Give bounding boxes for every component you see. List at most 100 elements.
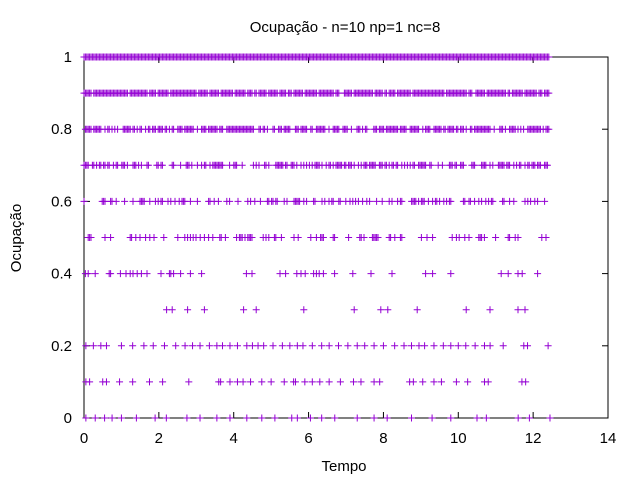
data-point — [331, 270, 339, 278]
data-point — [234, 197, 242, 205]
data-point — [239, 378, 247, 386]
data-point — [409, 378, 417, 386]
data-point — [413, 306, 421, 314]
data-band — [81, 125, 553, 133]
data-point — [209, 234, 217, 241]
data-point — [398, 234, 406, 241]
data-point — [370, 414, 378, 422]
data-point — [391, 342, 399, 350]
x-tick-label: 10 — [450, 430, 467, 447]
data-point — [243, 414, 251, 422]
data-point — [452, 378, 460, 386]
data-point — [545, 125, 553, 133]
data-point — [301, 378, 309, 386]
data-point — [160, 342, 168, 350]
data-point — [514, 234, 522, 241]
data-point — [80, 197, 88, 205]
data-point — [447, 342, 455, 350]
data-point — [86, 378, 94, 386]
data-point — [183, 414, 191, 422]
data-point — [291, 378, 299, 386]
data-point — [258, 378, 266, 386]
data-point — [398, 197, 406, 205]
data-point — [462, 306, 470, 314]
data-point — [196, 342, 204, 350]
data-point — [546, 414, 554, 422]
data-point — [331, 234, 339, 241]
axis-ticks: 0 2 4 6 8 10 12 14 0 0.2 0.4 0.6 0.8 1 — [51, 49, 616, 447]
data-band — [163, 306, 529, 314]
data-point — [534, 270, 542, 278]
y-tick-label: 0.6 — [51, 193, 72, 210]
data-point — [383, 414, 391, 422]
data-point — [271, 414, 279, 422]
data-point — [311, 197, 319, 205]
data-point — [325, 378, 333, 386]
data-point — [252, 306, 260, 314]
data-point — [198, 270, 206, 278]
data-point — [345, 234, 353, 241]
data-point — [486, 342, 494, 350]
data-point — [116, 378, 124, 386]
data-point — [384, 306, 392, 314]
data-point — [294, 234, 302, 241]
data-point — [280, 378, 288, 386]
data-point — [213, 414, 221, 422]
data-point — [143, 270, 151, 278]
data-point — [101, 414, 109, 422]
data-point — [361, 342, 369, 350]
data-point — [363, 125, 371, 133]
data-point — [349, 378, 357, 386]
data-point — [541, 197, 549, 205]
data-point — [226, 342, 234, 350]
data-point — [349, 270, 357, 278]
data-point — [117, 342, 125, 350]
data-point — [91, 414, 99, 422]
x-tick-label: 4 — [230, 430, 238, 447]
data-marks — [80, 53, 554, 422]
data-point — [247, 378, 255, 386]
data-point — [427, 161, 435, 169]
x-tick-label: 0 — [80, 430, 88, 447]
data-point — [159, 378, 167, 386]
x-axis-label: Tempo — [321, 458, 366, 475]
data-point — [543, 161, 551, 169]
data-point — [273, 197, 281, 205]
x-tick-label: 12 — [525, 430, 542, 447]
data-point — [534, 197, 542, 205]
data-point — [429, 270, 437, 278]
y-tick-label: 0 — [64, 410, 72, 427]
data-point — [408, 414, 415, 422]
data-point — [522, 378, 530, 386]
data-point — [181, 342, 189, 350]
data-point — [170, 161, 178, 169]
data-point — [226, 378, 234, 386]
data-point — [283, 197, 291, 205]
data-point — [465, 234, 473, 241]
data-point — [353, 342, 361, 350]
data-point — [430, 378, 438, 386]
data-point — [217, 378, 225, 386]
data-point — [544, 342, 552, 350]
data-point — [226, 414, 234, 422]
x-tick-label: 8 — [379, 430, 387, 447]
data-point — [438, 161, 446, 169]
data-point — [260, 342, 268, 350]
data-point — [518, 270, 526, 278]
data-point — [140, 342, 148, 350]
data-point — [473, 414, 481, 422]
data-point — [184, 306, 192, 314]
data-point — [319, 270, 327, 278]
data-point — [492, 234, 500, 241]
data-point — [447, 414, 455, 422]
y-tick-label: 0.8 — [51, 121, 72, 138]
data-point — [357, 378, 365, 386]
data-point — [374, 234, 382, 241]
data-band — [80, 53, 553, 61]
data-band — [80, 89, 553, 97]
y-tick-label: 0.4 — [51, 266, 72, 283]
data-point — [107, 234, 115, 241]
data-point — [497, 270, 505, 278]
data-point — [226, 197, 234, 205]
data-point — [170, 270, 178, 278]
